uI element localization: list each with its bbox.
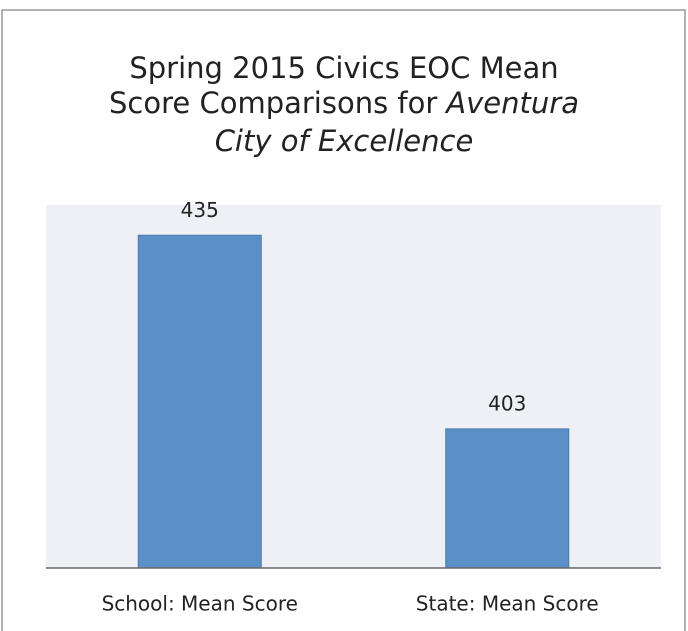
data-label: 403: [488, 391, 526, 415]
chart-title: Score Comparisons for Aventura: [109, 86, 579, 120]
bar: [137, 234, 262, 569]
x-tick-label: School: Mean Score: [102, 592, 298, 616]
chart-title: Spring 2015 Civics EOC Mean: [129, 51, 558, 85]
chart-title: City of Excellence: [215, 124, 474, 158]
chart-title: Score Comparisons for: [109, 86, 437, 120]
x-tick-label: State: Mean Score: [416, 592, 599, 616]
bar: [445, 428, 570, 569]
chart-title: Aventura: [444, 86, 579, 120]
data-label: 435: [181, 198, 219, 222]
